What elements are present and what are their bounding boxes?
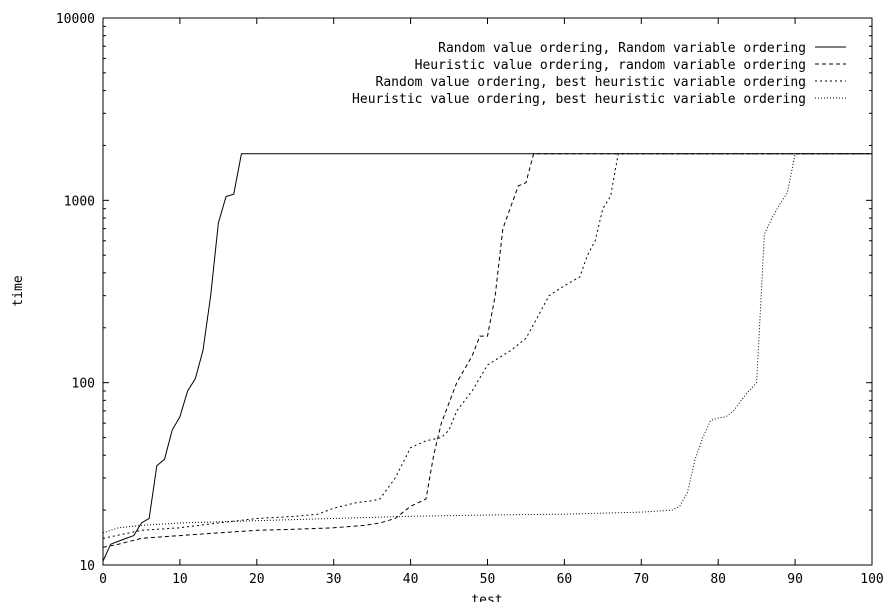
y-axis-label: time: [11, 275, 26, 306]
series-lines: [102, 153, 872, 562]
x-tick-label: 100: [860, 572, 883, 587]
x-tick-label: 80: [710, 572, 726, 587]
y-tick-label: 1000: [64, 194, 95, 209]
x-tick-label: 70: [633, 572, 649, 587]
x-tick-label: 0: [99, 572, 107, 587]
series-line: [102, 153, 872, 534]
axis-tick-labels: 0 10 20 30 40 50 60 70 80 90 100 10 100 1000 10000: [56, 12, 884, 587]
y-tick-label: 100: [72, 377, 95, 392]
x-tick-label: 60: [557, 572, 573, 587]
legend-entry-label: Random value ordering, best heuristic va…: [376, 75, 806, 90]
y-tick-label: 10000: [56, 12, 95, 27]
series-line: [102, 153, 872, 562]
legend-entry-label: Heuristic value ordering, best heuristic…: [352, 92, 806, 107]
axis-ticks: [102, 17, 873, 566]
legend-entry-label: Random value ordering, Random variable o…: [438, 41, 806, 56]
series-line: [102, 153, 872, 548]
x-axis-label: test: [471, 593, 502, 602]
y-tick-label: 10: [79, 559, 95, 574]
x-tick-label: 40: [403, 572, 419, 587]
x-tick-label: 50: [480, 572, 496, 587]
legend-entry-label: Heuristic value ordering, random variabl…: [415, 58, 806, 73]
x-tick-label: 90: [787, 572, 803, 587]
x-tick-label: 10: [172, 572, 188, 587]
series-line: [102, 153, 872, 539]
x-tick-label: 30: [326, 572, 342, 587]
x-tick-label: 20: [249, 572, 265, 587]
legend: Random value ordering, Random variable o…: [352, 41, 846, 107]
